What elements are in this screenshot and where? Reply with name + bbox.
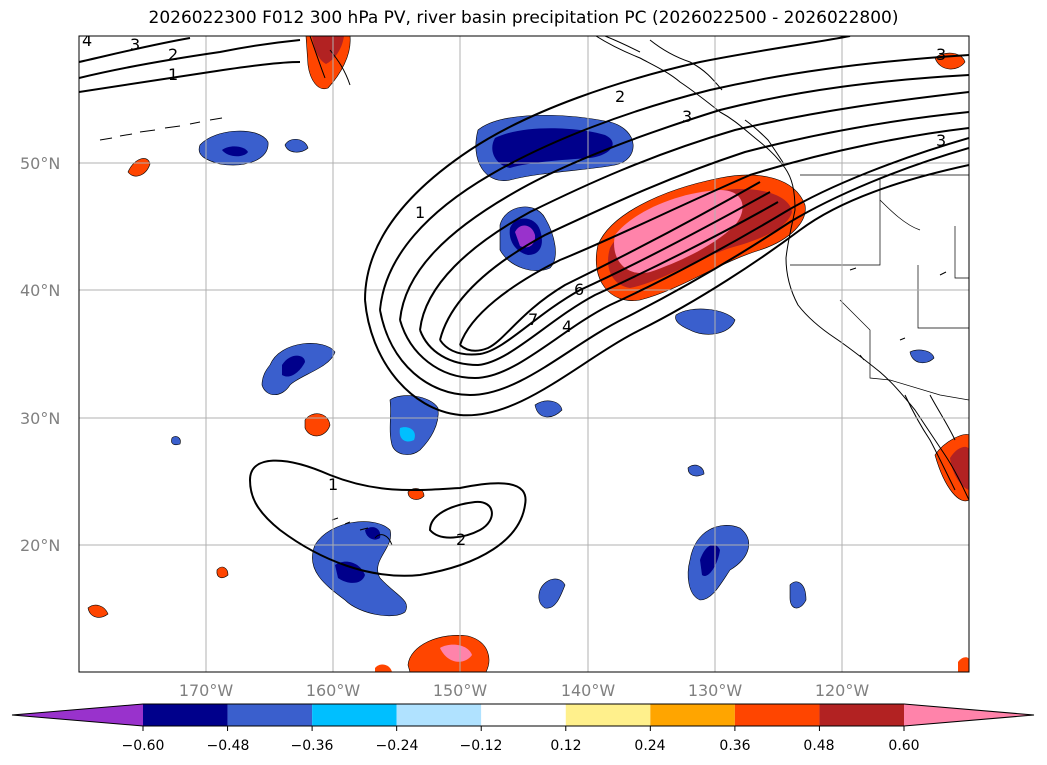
latitude-labels: 50°N 40°N 30°N 20°N [20,154,60,555]
colorbar-tick-label: −0.24 [376,738,419,754]
contour-labels: 3 2 1 2 3 1 6 7 4 1 2 3 3 4 [82,31,946,549]
lat-tick-label: 20°N [20,536,60,555]
contour-label: 3 [936,45,946,64]
colorbar-tick-label: 0.60 [888,738,919,754]
colorbar-segment [734,704,820,726]
contour-label: 2 [456,530,466,549]
colorbar-segment [481,704,566,726]
lat-tick-label: 30°N [20,409,60,428]
chart-title: 2026022300 F012 300 hPa PV, river basin … [148,8,899,28]
contour-label: 1 [328,475,338,494]
colorbar-segment [650,704,735,726]
colorbar-segment [819,704,904,726]
lon-tick-label: 150°W [433,681,488,700]
contour-label: 6 [574,280,584,299]
colorbar-tick-label: −0.12 [460,738,503,754]
colorbar-tick-label: −0.36 [291,738,334,754]
contour-label: 1 [415,203,425,222]
lon-tick-label: 170°W [179,681,234,700]
precip-blob-20n-130w [687,525,749,601]
contour-label: 2 [615,87,625,106]
colorbar-tick-label: 0.12 [550,738,581,754]
colorbar-segment [143,704,228,726]
colorbar-tick-label: 0.36 [719,738,750,754]
borders [790,174,969,401]
lon-tick-label: 120°W [815,681,870,700]
colorbar-tick-labels: −0.60 −0.48 −0.36 −0.24 −0.12 0.12 0.24 … [122,738,920,754]
contour-label: 1 [168,65,178,84]
contour-label: 3 [130,35,140,54]
lat-tick-label: 50°N [20,154,60,173]
lon-tick-label: 140°W [561,681,616,700]
colorbar-segment [396,704,482,726]
colorbar-tick-label: −0.60 [122,738,165,754]
colorbar-tick-label: 0.24 [634,738,665,754]
colorbar-segment [565,704,651,726]
contour-label: 7 [528,310,538,329]
contour-label: 3 [682,107,692,126]
coastlines [99,36,969,546]
colorbar-segment [312,704,397,726]
map-frame [78,35,970,673]
contour-label: 3 [936,131,946,150]
colorbar-extend-high [904,704,1034,726]
lat-tick-label: 40°N [20,281,60,300]
pv-contours [79,36,969,577]
colorbar-tick-label: 0.48 [803,738,834,754]
longitude-labels: 170°W 160°W 150°W 140°W 130°W 120°W [179,681,870,700]
colorbar-tick-label: −0.48 [207,738,250,754]
contour-label: 4 [562,317,572,336]
contour-label: 4 [82,31,92,50]
colorbar [11,703,1035,731]
colorbar-extend-low [12,704,143,726]
contour-label: 2 [168,45,178,64]
colorbar-segment [227,704,313,726]
lon-tick-label: 130°W [688,681,743,700]
lon-tick-label: 160°W [306,681,361,700]
